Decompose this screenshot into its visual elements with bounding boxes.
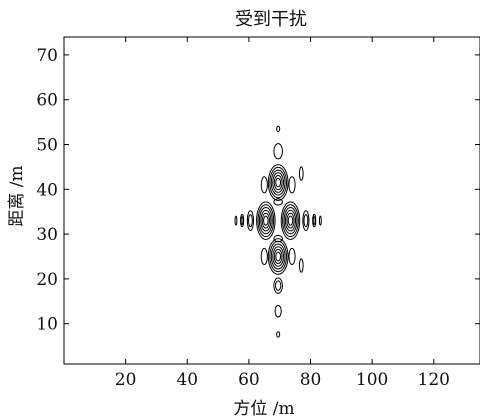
x-tick-label: 120: [418, 370, 450, 390]
y-tick-label: 20: [36, 270, 58, 290]
x-tick-label: 60: [238, 370, 260, 390]
plot-area: [63, 36, 480, 365]
contour-line: [276, 331, 281, 338]
contour-line: [269, 166, 288, 199]
y-axis: 10 20 30 40 50 60 70: [36, 46, 480, 335]
contour-line: [270, 243, 286, 270]
x-axis: 20 40 60 80 100 120: [115, 37, 450, 390]
contour-line: [257, 204, 275, 238]
contour-line: [275, 280, 282, 291]
contour-line: [288, 176, 296, 194]
contour-line: [260, 247, 268, 266]
x-tick-label: 80: [300, 370, 322, 390]
y-tick-label: 40: [36, 180, 58, 200]
y-tick-label: 60: [36, 91, 58, 111]
y-tick-label: 10: [36, 315, 58, 335]
contour-line: [288, 247, 296, 266]
contour-line: [280, 201, 301, 240]
contour-line: [256, 201, 276, 240]
contour-line: [275, 177, 282, 188]
contour-line: [312, 216, 316, 226]
contour-line: [263, 215, 269, 226]
y-tick-label: 30: [36, 225, 58, 245]
contour-line: [272, 246, 285, 267]
contour-line: [240, 213, 245, 228]
contour-line: [258, 207, 273, 235]
contour-line: [273, 248, 283, 265]
contour-line: [246, 210, 255, 232]
contour-line: [284, 209, 297, 232]
contour-line: [248, 214, 253, 228]
x-tick-label: 40: [176, 370, 198, 390]
contour-line: [303, 214, 309, 228]
contour-line: [298, 166, 304, 181]
x-tick-label: 20: [115, 370, 137, 390]
y-axis-label: 距离 /m: [7, 165, 27, 226]
contour-line: [261, 212, 270, 229]
contour-line: [260, 209, 272, 232]
contour-line: [267, 238, 289, 275]
contour-line: [282, 204, 299, 238]
contour-line: [302, 210, 310, 232]
x-axis-label: 方位 /m: [233, 399, 294, 419]
contour-lines: [234, 125, 322, 338]
contour-line: [287, 215, 294, 226]
y-tick-label: 70: [36, 46, 58, 66]
contour-line: [298, 258, 304, 273]
contour-line: [318, 215, 322, 226]
contour-line: [234, 215, 238, 226]
contour-line: [273, 277, 283, 294]
contour-line: [273, 234, 283, 243]
contour-line: [260, 176, 268, 194]
contour-line: [240, 216, 244, 226]
contour-line: [276, 125, 281, 133]
contour-line: [312, 213, 317, 228]
contour-line: [274, 304, 282, 318]
chart-title: 受到干扰: [235, 9, 307, 30]
contour-line: [286, 212, 295, 229]
contour-line: [273, 143, 283, 160]
contour-line: [273, 198, 283, 206]
contour-line: [283, 207, 298, 235]
contour-line: [267, 164, 289, 202]
contour-line: [270, 169, 286, 196]
contour-line: [273, 175, 283, 191]
contour-line: [272, 172, 285, 193]
y-tick-label: 50: [36, 136, 58, 156]
x-tick-label: 100: [356, 370, 388, 390]
contour-line: [275, 251, 282, 262]
